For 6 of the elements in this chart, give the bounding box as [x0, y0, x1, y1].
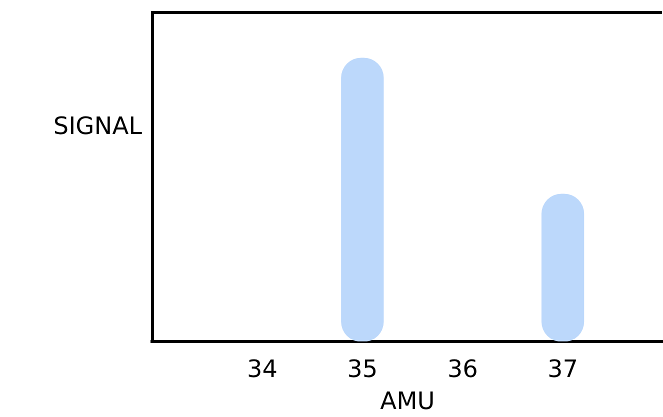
x-tick-label: 34 [246, 355, 278, 384]
y-axis-title: SIGNAL [53, 112, 143, 140]
x-tick-label: 37 [548, 355, 578, 384]
x-axis-title: AMU [380, 386, 435, 415]
x-tick-label: 35 [347, 355, 378, 384]
x-tick-label: 36 [447, 355, 478, 384]
